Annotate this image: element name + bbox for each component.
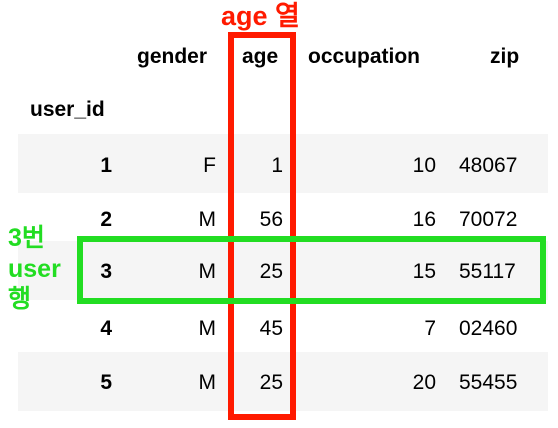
column-header-zip: zip <box>490 45 520 68</box>
cell-zip: 70072 <box>459 208 518 231</box>
column-header-gender: gender <box>137 45 208 68</box>
index-header-user-id: user_id <box>30 98 105 121</box>
row-index: 3 <box>100 260 112 283</box>
row-index: 4 <box>100 317 112 340</box>
cell-age: 25 <box>259 260 283 283</box>
cell-occupation: 7 <box>424 317 436 340</box>
row-stripe-5 <box>18 352 548 411</box>
cell-age: 56 <box>259 208 283 231</box>
row-stripe-3 <box>18 241 548 300</box>
row-3-highlight-box <box>77 236 546 304</box>
row-3-annotation-line-3: 행 <box>8 285 32 313</box>
cell-occupation: 20 <box>412 371 436 394</box>
cell-zip: 55117 <box>459 260 516 283</box>
row-stripe-1 <box>18 134 548 193</box>
cell-gender: M <box>198 371 217 394</box>
row-3-annotation: 3번 user 행 <box>8 223 61 315</box>
cell-age: 1 <box>271 154 283 177</box>
cell-occupation: 10 <box>412 154 436 177</box>
row-index: 2 <box>100 208 112 231</box>
cell-age: 25 <box>259 371 283 394</box>
cell-gender: M <box>198 260 217 283</box>
column-header-occupation: occupation <box>308 45 421 68</box>
cell-occupation: 16 <box>412 208 436 231</box>
cell-gender: M <box>198 317 217 340</box>
cell-gender: M <box>198 208 217 231</box>
row-3-annotation-line-1: 3번 <box>8 224 45 252</box>
cell-occupation: 15 <box>412 260 436 283</box>
age-column-annotation: age 열 <box>221 1 300 31</box>
age-column-highlight-box <box>228 32 296 420</box>
cell-zip: 48067 <box>459 154 518 177</box>
row-index: 1 <box>100 154 112 177</box>
row-3-annotation-line-2: user <box>8 254 61 283</box>
cell-zip: 02460 <box>459 317 518 340</box>
cell-age: 45 <box>259 317 283 340</box>
column-header-age: age <box>242 45 279 68</box>
cell-gender: F <box>203 154 216 177</box>
row-index: 5 <box>100 371 112 394</box>
cell-zip: 55455 <box>459 371 518 394</box>
